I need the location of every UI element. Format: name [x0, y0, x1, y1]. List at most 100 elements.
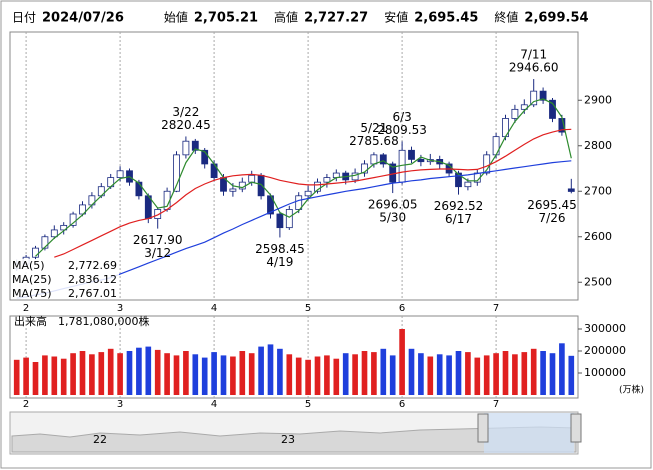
- y-tick-label: 2800: [584, 139, 612, 152]
- header-value: 2024/07/26: [42, 11, 124, 26]
- candle-body: [314, 181, 321, 192]
- volume-bar: [436, 354, 443, 395]
- annotation-date: 5/30: [379, 211, 406, 225]
- header-value: 2,705.21: [194, 11, 258, 26]
- candle-body: [464, 181, 472, 188]
- volume-bar: [267, 344, 274, 395]
- volume-bar: [107, 348, 114, 395]
- volume-bar: [314, 356, 321, 395]
- candle-body: [276, 213, 284, 229]
- candle-body: [285, 209, 293, 229]
- volume-bar: [483, 355, 490, 395]
- annotation-date: 7/11: [520, 48, 547, 62]
- candle-body: [379, 154, 387, 165]
- annotation-date: 5/21: [360, 121, 387, 135]
- volume-total: 1,781,080,000株: [58, 314, 149, 328]
- legend-value: 2,772.69: [68, 259, 117, 272]
- volume-bar: [239, 351, 246, 395]
- volume-bar: [42, 355, 48, 395]
- volume-panel: [9, 315, 579, 399]
- navigator-handle[interactable]: [570, 413, 582, 443]
- navigator-selection[interactable]: [484, 413, 574, 453]
- x-tick-label: 4: [211, 303, 217, 314]
- volume-bar: [98, 352, 105, 395]
- candle-body: [408, 149, 415, 160]
- volume-bar: [277, 348, 283, 395]
- volume-bar: [89, 354, 95, 395]
- legend-value: 2,767.01: [68, 287, 117, 300]
- candle-body: [191, 140, 199, 151]
- candle-body: [539, 90, 547, 101]
- candle-body: [549, 99, 556, 119]
- annotation-date: 3/12: [144, 246, 171, 260]
- x-tick-label: 6: [399, 303, 405, 314]
- volume-bar: [361, 351, 368, 395]
- volume-bar: [126, 351, 133, 395]
- annotation-date: 7/26: [539, 211, 566, 225]
- annotation-value: 2696.05: [368, 198, 418, 212]
- candle-body: [370, 154, 378, 165]
- volume-bar: [324, 355, 330, 395]
- volume-bar: [521, 352, 528, 395]
- y-tick-label: 2600: [584, 230, 612, 243]
- volume-bar: [305, 359, 311, 395]
- volume-unit: (万株): [619, 384, 644, 396]
- annotation-date: 4/19: [266, 255, 293, 269]
- navigator-handle[interactable]: [477, 413, 489, 443]
- x-tick-label: 2: [23, 303, 29, 314]
- legend-name: MA(75): [12, 287, 52, 300]
- volume-bar: [493, 353, 499, 395]
- volume-bar: [220, 355, 227, 395]
- candle-body: [154, 209, 162, 219]
- volume-bar: [389, 355, 396, 395]
- candle-body: [351, 172, 359, 181]
- x-tick-label: 2: [23, 399, 29, 410]
- candle-body: [511, 108, 519, 119]
- annotation-date: 3/22: [172, 105, 199, 119]
- volume-bar: [530, 348, 537, 395]
- volume-bar: [408, 348, 415, 395]
- volume-bar: [568, 355, 575, 395]
- annotation-value: 2695.45: [527, 198, 577, 212]
- y-tick-label: 200000: [584, 344, 626, 357]
- candle-body: [323, 177, 331, 183]
- candle-body: [173, 154, 180, 192]
- volume-bar: [427, 356, 434, 395]
- annotation-value: 2617.90: [133, 233, 183, 247]
- volume-bar: [183, 351, 189, 395]
- volume-bar: [70, 353, 76, 395]
- candle-body: [135, 181, 143, 197]
- candle-body: [361, 163, 368, 174]
- candle-body: [295, 195, 303, 210]
- volume-bar: [371, 352, 377, 395]
- volume-bar: [342, 353, 349, 395]
- header-label: 日付: [12, 11, 36, 25]
- header-label: 終値: [494, 10, 518, 25]
- volume-bar: [446, 355, 452, 395]
- header-label: 高値: [274, 10, 298, 25]
- candle-body: [41, 236, 49, 249]
- volume-bar: [230, 356, 236, 395]
- candle-body: [79, 204, 86, 215]
- volume-bar: [380, 348, 387, 395]
- volume-bar: [455, 351, 462, 395]
- candle-body: [304, 190, 312, 197]
- volume-bar: [512, 354, 518, 395]
- y-tick-label: 2700: [584, 184, 612, 197]
- volume-bar: [192, 354, 199, 395]
- volume-bar: [418, 353, 424, 395]
- candle-body: [50, 229, 58, 238]
- volume-bar: [258, 346, 264, 395]
- candle-body: [417, 159, 425, 163]
- ma-line: [54, 128, 572, 258]
- volume-title: 出来高: [14, 314, 47, 328]
- annotation-value: 2598.45: [255, 242, 305, 256]
- header-value: 2,695.45: [414, 11, 478, 26]
- volume-bar: [60, 358, 67, 395]
- header-value: 2,727.27: [304, 11, 368, 26]
- volume-bar: [145, 346, 152, 395]
- candle-body: [201, 149, 209, 165]
- volume-bar: [13, 359, 20, 395]
- x-tick-label: 3: [117, 399, 123, 410]
